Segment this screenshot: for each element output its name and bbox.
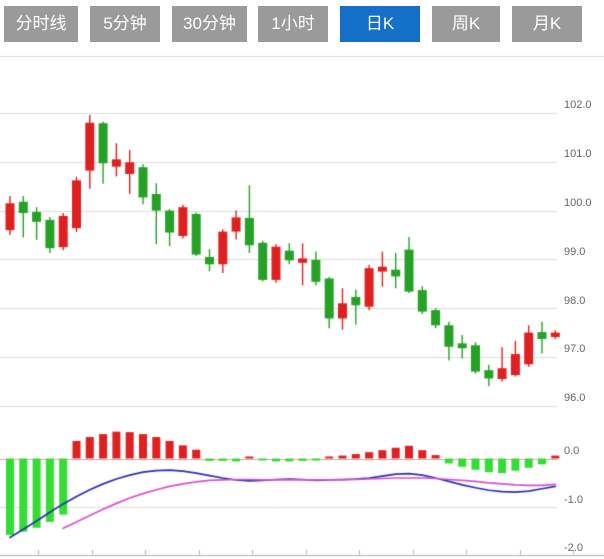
- tab-1hour[interactable]: 1小时: [258, 6, 328, 42]
- price-axis-label-96: 96.0: [564, 392, 586, 404]
- price-axis-label-99: 99.0: [564, 246, 586, 258]
- macd-axis-label-m1: -1.0: [564, 494, 583, 506]
- price-axis-label-97: 97.0: [564, 343, 586, 355]
- price-axis-label-101: 101.0: [564, 148, 592, 160]
- tab-5min[interactable]: 5分钟: [90, 6, 160, 42]
- tab-monthly-k[interactable]: 月K: [512, 6, 582, 42]
- tab-weekly-k[interactable]: 周K: [432, 6, 500, 42]
- tab-daily-k[interactable]: 日K: [340, 6, 420, 42]
- timeframe-tabbar: 分时线 5分钟 30分钟 1小时 日K 周K 月K: [0, 6, 604, 42]
- tab-30min[interactable]: 30分钟: [172, 6, 247, 42]
- macd-axis-label-0: 0.0: [564, 445, 580, 457]
- tab-time-share[interactable]: 分时线: [4, 6, 78, 42]
- price-axis-label-102: 102.0: [564, 99, 592, 111]
- macd-axis-label-m2: -2.0: [564, 542, 583, 554]
- price-axis-label-100: 100.0: [564, 197, 592, 209]
- price-axis-label-98: 98.0: [564, 295, 586, 307]
